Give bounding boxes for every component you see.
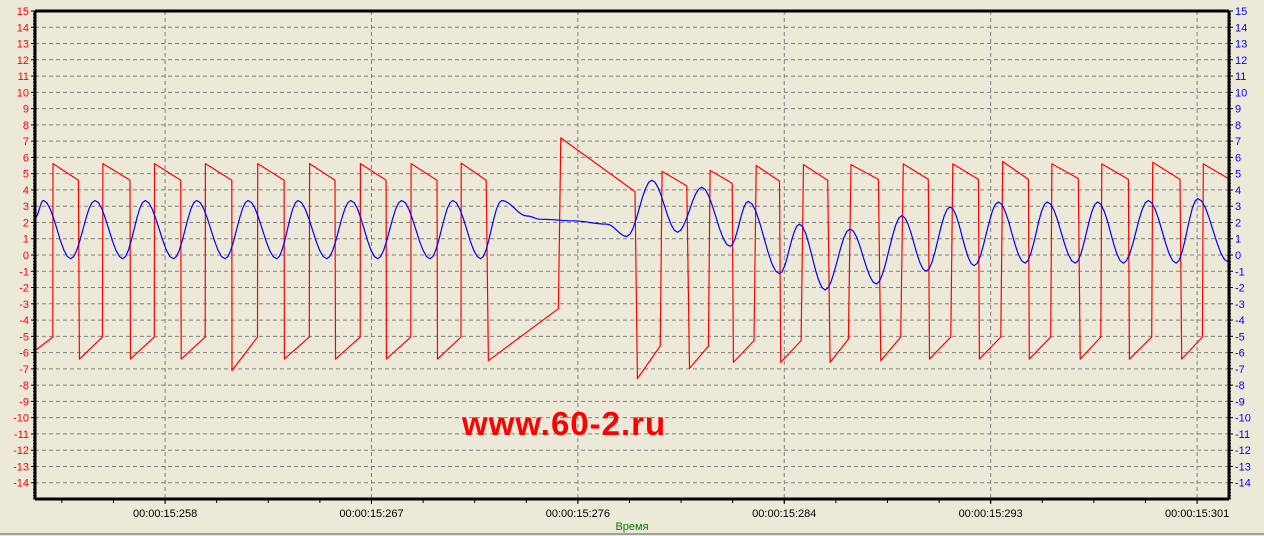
watermark: www.60-2.ru: [462, 405, 667, 442]
y-tick-label-left: -12: [13, 445, 29, 457]
y-tick-label-left: 5: [23, 169, 29, 181]
y-tick-label-right: 5: [1235, 169, 1241, 181]
y-tick-label-left: 0: [23, 250, 29, 262]
y-tick-label-right: -3: [1235, 299, 1245, 311]
y-tick-label-right: 12: [1235, 55, 1247, 67]
y-tick-label-right: -12: [1235, 445, 1251, 457]
y-tick-label-left: -4: [19, 315, 29, 327]
y-tick-label-right: 15: [1235, 6, 1247, 18]
y-tick-label-left: 13: [17, 39, 29, 51]
y-tick-label-right: -8: [1235, 380, 1245, 392]
series-line-red: [34, 137, 1229, 380]
y-tick-label-right: 6: [1235, 152, 1241, 164]
y-tick-label-left: 9: [23, 104, 29, 116]
y-tick-label-left: 1: [23, 234, 29, 246]
y-tick-label-right: -13: [1235, 461, 1251, 473]
y-tick-label-left: 7: [23, 136, 29, 148]
y-tick-label-left: 8: [23, 120, 29, 132]
y-tick-label-right: -10: [1235, 413, 1251, 425]
y-tick-label-right: 7: [1235, 136, 1241, 148]
y-tick-label-left: -5: [19, 331, 29, 343]
y-tick-label-left: -8: [19, 380, 29, 392]
y-tick-label-left: -13: [13, 461, 29, 473]
y-tick-label-left: -2: [19, 283, 29, 295]
y-tick-label-left: 15: [17, 6, 29, 18]
y-tick-label-right: -6: [1235, 348, 1245, 360]
divider: [0, 533, 1264, 535]
y-tick-label-right: -11: [1235, 429, 1250, 441]
y-tick-label-right: 8: [1235, 120, 1241, 132]
y-tick-label-left: 12: [17, 55, 29, 67]
y-tick-label-right: -14: [1235, 478, 1251, 490]
y-tick-label-left: -6: [19, 348, 29, 360]
y-tick-label-right: 0: [1235, 250, 1241, 262]
y-tick-label-right: -5: [1235, 331, 1245, 343]
y-tick-label-right: 10: [1235, 87, 1247, 99]
x-tick-label: 00:00:15:258: [133, 508, 197, 520]
y-tick-label-left: 4: [23, 185, 29, 197]
y-tick-label-left: -10: [13, 413, 29, 425]
y-tick-label-left: -11: [14, 429, 29, 441]
y-tick-label-left: 14: [17, 22, 29, 34]
y-tick-label-right: 14: [1235, 22, 1247, 34]
x-axis-label: Время: [615, 521, 649, 533]
y-tick-label-left: 11: [18, 71, 29, 83]
y-tick-label-right: 4: [1235, 185, 1241, 197]
y-tick-label-right: -7: [1235, 364, 1245, 376]
y-tick-label-left: 10: [17, 87, 29, 99]
y-tick-label-left: 6: [23, 152, 29, 164]
y-tick-label-left: -14: [13, 478, 29, 490]
y-tick-label-right: 13: [1235, 39, 1247, 51]
y-tick-label-right: 11: [1235, 71, 1246, 83]
y-tick-label-left: 3: [23, 201, 29, 213]
y-tick-label-left: -9: [19, 396, 29, 408]
y-tick-label-right: 1: [1235, 234, 1241, 246]
x-tick-label: 00:00:15:284: [752, 508, 816, 520]
y-tick-label-right: -1: [1235, 266, 1245, 278]
y-tick-label-right: -4: [1235, 315, 1245, 327]
y-tick-label-left: -7: [19, 364, 29, 376]
y-tick-label-right: 3: [1235, 201, 1241, 213]
y-tick-label-left: 2: [23, 217, 29, 229]
x-tick-label: 00:00:15:267: [339, 508, 403, 520]
y-tick-label-left: -3: [19, 299, 29, 311]
x-tick-label: 00:00:15:301: [1165, 508, 1229, 520]
y-tick-label-right: -2: [1235, 283, 1245, 295]
x-tick-label: 00:00:15:293: [959, 508, 1023, 520]
y-tick-label-left: -1: [19, 266, 29, 278]
x-tick-label: 00:00:15:276: [546, 508, 610, 520]
series-line-blue: [34, 179, 1229, 291]
y-tick-label-right: 2: [1235, 217, 1241, 229]
y-tick-label-right: -9: [1235, 396, 1245, 408]
y-tick-label-right: 9: [1235, 104, 1241, 116]
